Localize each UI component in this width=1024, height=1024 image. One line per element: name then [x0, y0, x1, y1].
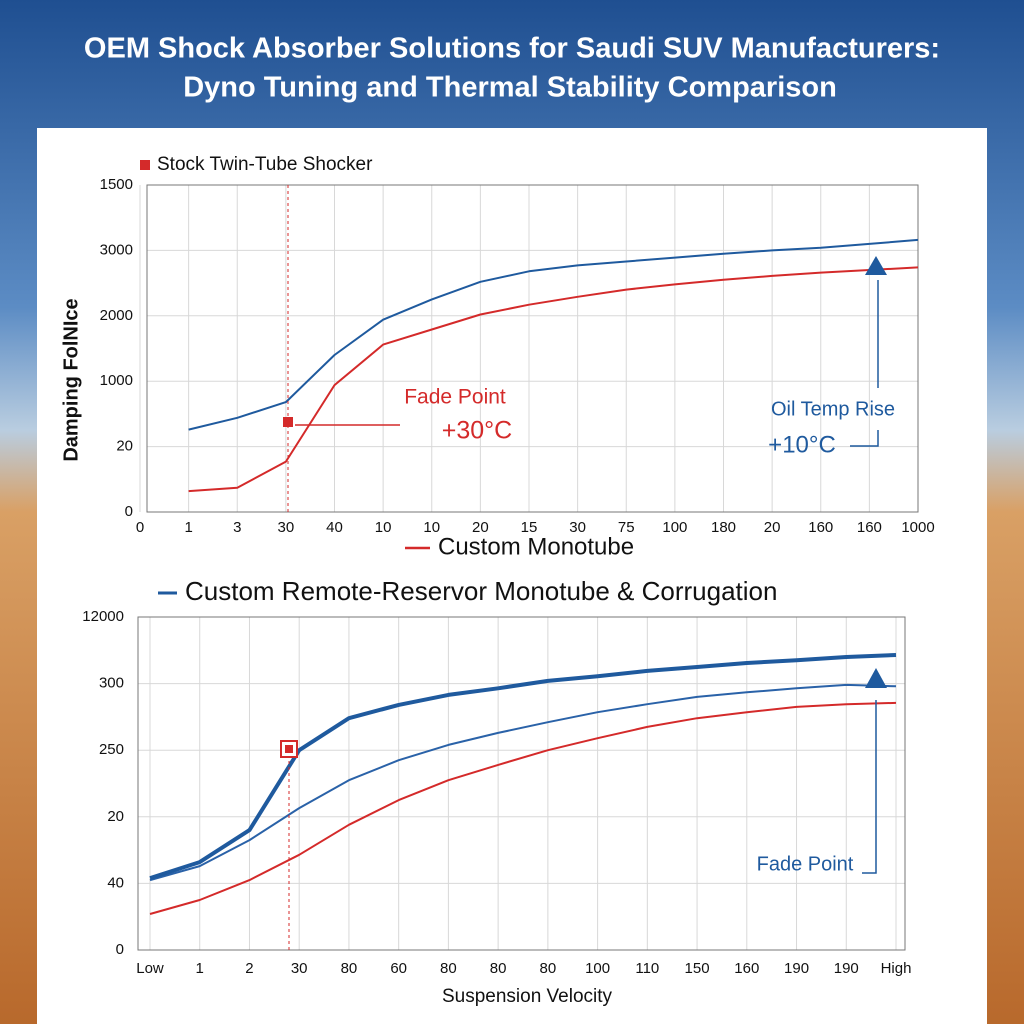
- x-tick-label: Low: [136, 960, 164, 977]
- x-tick-label: 160: [857, 519, 882, 536]
- arrow: [862, 700, 877, 874]
- x-tick-label: 10: [423, 519, 440, 536]
- y-tick-label: 1500: [100, 176, 133, 193]
- x-tick-label: 3: [233, 519, 241, 536]
- series-line: [188, 266, 919, 493]
- x-tick-label: 180: [711, 519, 736, 536]
- x-tick-label: 1000: [901, 519, 934, 536]
- x-tick-label: 20: [472, 519, 489, 536]
- y-tick-label: 0: [116, 941, 124, 958]
- x-tick-label: 10: [375, 519, 392, 536]
- x-tick-label: 100: [662, 519, 687, 536]
- annotation: +10°C: [768, 431, 836, 458]
- title-line: OEM Shock Absorber Solutions for Saudi S…: [84, 33, 940, 65]
- plot-border: [137, 616, 906, 951]
- annotation: Oil Temp Rise: [771, 398, 895, 420]
- x-tick-label: 15: [521, 519, 538, 536]
- series-line: [188, 238, 919, 431]
- x-tick-label: 110: [635, 960, 659, 977]
- x-tick-label: 80: [490, 960, 507, 977]
- marker: [865, 256, 887, 275]
- series-line: [149, 683, 897, 882]
- marker: [285, 745, 293, 753]
- x-tick-label: 80: [440, 960, 457, 977]
- bracket: [850, 430, 879, 447]
- title-line: Dyno Tuning and Thermal Stability Compar…: [183, 72, 837, 104]
- x-tick-label: 150: [685, 960, 710, 977]
- x-tick-label: 160: [808, 519, 833, 536]
- panel: [37, 128, 987, 1024]
- series-line: [149, 701, 897, 915]
- y-tick-label: 20: [116, 438, 133, 455]
- x-tick-label: 1: [184, 519, 192, 536]
- y-tick-label: 0: [125, 503, 133, 520]
- legend-swatch: [140, 160, 150, 170]
- x-tick-label: High: [881, 960, 912, 977]
- x-tick-label: 190: [834, 960, 859, 977]
- x-tick-label: 60: [390, 960, 407, 977]
- x-tick-label: 1: [196, 960, 204, 977]
- x-tick-label: 75: [618, 519, 635, 536]
- legend-label: Stock Twin-Tube Shocker: [157, 154, 373, 175]
- x-tick-label: 20: [764, 519, 781, 536]
- x-tick-label: 100: [585, 960, 610, 977]
- x-tick-label: 0: [136, 519, 144, 536]
- x-axis-label: Suspension Velocity: [442, 986, 613, 1007]
- y-tick-label: 250: [99, 741, 124, 758]
- x-tick-label: 40: [326, 519, 343, 536]
- y-tick-label: 20: [107, 808, 124, 825]
- x-tick-label: 160: [734, 960, 759, 977]
- series-line: [149, 653, 897, 881]
- y-tick-label: 12000: [82, 608, 124, 625]
- plot-border: [146, 184, 919, 513]
- x-tick-label: 2: [245, 960, 253, 977]
- x-tick-label: 30: [569, 519, 586, 536]
- x-tick-label: 30: [278, 519, 295, 536]
- y-tick-label: 300: [99, 675, 124, 692]
- annotation: Fade Point: [404, 386, 506, 409]
- x-tick-label: 80: [341, 960, 358, 977]
- legend-label: Custom Remote-Reservor Monotube & Corrug…: [185, 576, 777, 606]
- y-tick-label: 2000: [100, 307, 133, 324]
- legend-label: Custom Monotube: [438, 533, 634, 560]
- y-axis-label: Damping FolNIce: [60, 298, 82, 461]
- annotation: Fade Point: [757, 853, 854, 875]
- marker: [865, 668, 887, 688]
- annotation: +30°C: [442, 417, 512, 445]
- y-tick-label: 3000: [100, 241, 133, 258]
- y-tick-label: 1000: [100, 372, 133, 389]
- x-tick-label: 190: [784, 960, 809, 977]
- y-tick-label: 40: [107, 874, 124, 891]
- marker: [283, 417, 293, 427]
- x-tick-label: 80: [540, 960, 557, 977]
- x-tick-label: 30: [291, 960, 308, 977]
